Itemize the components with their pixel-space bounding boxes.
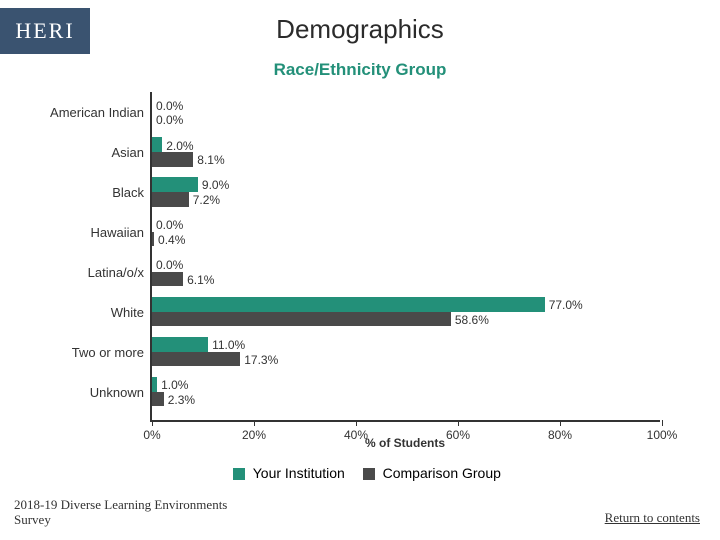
value-label-comparison: 8.1% [197,153,224,167]
value-label-comparison: 0.4% [158,233,185,247]
footer-survey-name: 2018-19 Diverse Learning Environments Su… [14,497,227,528]
legend-label-institution: Your Institution [253,465,345,481]
value-label-institution: 1.0% [161,378,188,392]
page-title: Demographics [0,14,720,45]
value-label-institution: 77.0% [549,298,583,312]
value-label-comparison: 6.1% [187,273,214,287]
value-label-comparison: 17.3% [244,353,278,367]
chart-subtitle: Race/Ethnicity Group [0,60,720,80]
value-label-institution: 0.0% [156,218,183,232]
value-label-institution: 2.0% [166,139,193,153]
category-label: White [30,305,144,320]
bar-comparison [152,192,189,207]
bar-comparison [152,312,451,327]
legend-swatch-comparison [363,468,375,480]
x-axis-label: % of Students [150,436,660,450]
category-label: Asian [30,145,144,160]
value-label-comparison: 0.0% [156,113,183,127]
bar-comparison [152,272,183,287]
race-ethnicity-chart: 0%20%40%60%80%100%0.0%0.0%2.0%8.1%9.0%7.… [30,92,690,452]
value-label-institution: 0.0% [156,258,183,272]
chart-plot-area: 0%20%40%60%80%100%0.0%0.0%2.0%8.1%9.0%7.… [150,92,660,422]
value-label-comparison: 2.3% [168,393,195,407]
value-label-comparison: 7.2% [193,193,220,207]
bar-institution [152,337,208,352]
value-label-institution: 11.0% [212,338,245,352]
return-to-contents-link[interactable]: Return to contents [605,510,700,526]
category-label: Hawaiian [30,225,144,240]
bar-institution [152,137,162,152]
value-label-comparison: 58.6% [455,313,489,327]
category-label: Unknown [30,385,144,400]
category-label: Black [30,185,144,200]
legend-label-comparison: Comparison Group [383,465,501,481]
value-label-institution: 0.0% [156,99,183,113]
bar-institution [152,377,157,392]
legend-swatch-institution [233,468,245,480]
category-label: Latina/o/x [30,265,144,280]
bar-comparison [152,352,240,367]
bar-comparison [152,392,164,407]
category-label: American Indian [30,105,144,120]
category-label: Two or more [30,345,144,360]
bar-institution [152,297,545,312]
bar-comparison [152,152,193,167]
bar-institution [152,177,198,192]
value-label-institution: 9.0% [202,178,229,192]
chart-legend: Your Institution Comparison Group [0,465,720,481]
bar-comparison [152,232,154,247]
